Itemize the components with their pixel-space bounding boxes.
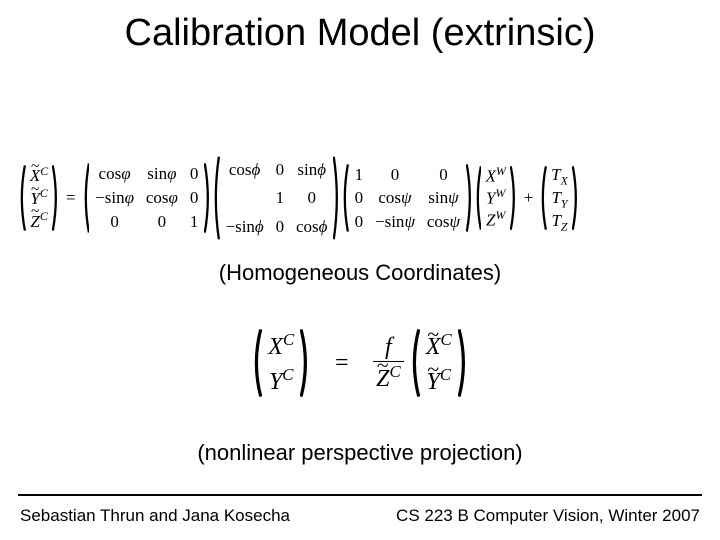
equation-projection: XC YC = f ZC XC YC [0, 328, 720, 398]
footer: Sebastian Thrun and Jana Kosecha CS 223 … [20, 506, 700, 526]
equation-extrinsic: XC YC ZC = cosφsinφ0 −sinφcosφ0 001 [18, 155, 702, 241]
slide-title: Calibration Model (extrinsic) [0, 12, 720, 55]
slide: Calibration Model (extrinsic) XC YC ZC =… [0, 0, 720, 540]
caption-homogeneous: (Homogeneous Coordinates) [0, 260, 720, 286]
footer-course: CS 223 B Computer Vision, Winter 2007 [396, 506, 700, 526]
footer-author: Sebastian Thrun and Jana Kosecha [20, 506, 290, 526]
footer-divider [18, 494, 702, 496]
caption-nonlinear: (nonlinear perspective projection) [0, 440, 720, 466]
